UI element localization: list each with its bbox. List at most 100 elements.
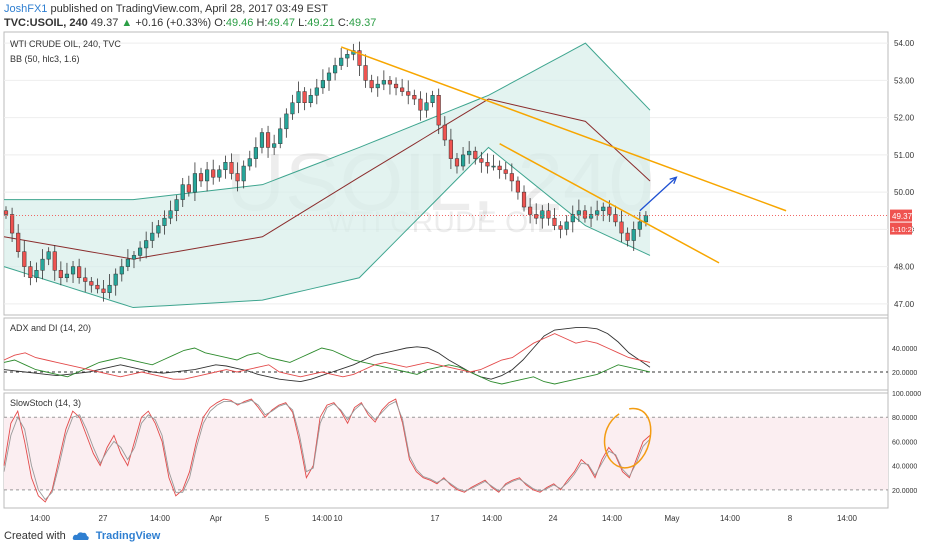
candle-body: [174, 199, 179, 211]
candle-body: [406, 91, 411, 96]
candle-body: [320, 80, 325, 89]
panel-frame-2: [3, 317, 889, 391]
high-label: H:: [256, 17, 268, 29]
time-tick-label: 24: [549, 514, 558, 523]
candle-body: [278, 128, 283, 144]
candle-body: [46, 251, 51, 260]
candle-body: [137, 247, 143, 256]
candle-body: [564, 221, 569, 230]
candle-body: [643, 215, 648, 223]
candle-body: [34, 270, 39, 279]
time-tick-label: 17: [431, 514, 440, 523]
candle-body: [473, 150, 478, 159]
time-tick-label: 14:00: [30, 514, 51, 523]
indicator-title-2: SlowStoch (14, 3): [10, 398, 81, 408]
candle-body: [515, 180, 521, 193]
adx-series-minus_di: [3, 333, 651, 380]
price-tick-label: 47.00: [894, 300, 915, 309]
candle-body: [150, 232, 155, 241]
trendline: [340, 46, 787, 212]
time-tick-label: 14:00: [312, 514, 333, 523]
candle-body: [314, 87, 319, 96]
candle-body: [521, 191, 527, 208]
candle-body: [229, 162, 234, 174]
candle-body: [83, 277, 88, 282]
candle-body: [387, 80, 393, 85]
trendline: [499, 143, 720, 264]
candle-body: [95, 284, 100, 290]
candle-body: [22, 251, 27, 267]
candle-body: [186, 184, 191, 193]
time-tick-label: 10: [334, 514, 343, 523]
candle-body: [339, 57, 344, 66]
candle-body: [503, 169, 508, 174]
close-label: C:: [337, 17, 349, 29]
candle-body: [534, 214, 539, 219]
author-link[interactable]: JoshFX1: [4, 3, 48, 15]
tradingview-brand[interactable]: TradingView: [95, 530, 161, 542]
candle-body: [253, 147, 258, 159]
candle-body: [601, 206, 606, 211]
candle-body: [497, 165, 502, 171]
symbol-line: TVC:USOIL, 240 49.37 ▲ +0.16 (+0.33%) O:…: [4, 17, 376, 29]
candle-body: [58, 270, 63, 279]
change-value: +0.16 (+0.33%): [135, 17, 212, 29]
candle-body: [460, 154, 466, 167]
time-tick-label: 14:00: [837, 514, 858, 523]
candle-body: [290, 102, 295, 115]
projection-arrow: [639, 176, 677, 212]
candle-body: [345, 54, 350, 59]
high-value: 49.47: [267, 17, 296, 29]
time-tick-label: 5: [265, 514, 270, 523]
candle-body: [113, 273, 118, 286]
candle-body: [272, 143, 277, 148]
candle-body: [223, 162, 228, 171]
candle-body: [284, 113, 289, 130]
time-tick-label: 14:00: [720, 514, 741, 523]
open-label: O:: [214, 17, 226, 29]
price-tick-label: 52.00: [894, 114, 915, 123]
candle-body: [52, 251, 57, 271]
indicator-tick-label: 40.0000: [892, 464, 917, 471]
candle-body: [381, 80, 386, 85]
time-tick-label: 27: [99, 514, 108, 523]
candle-body: [400, 87, 405, 92]
candle-body: [558, 225, 563, 230]
candle-body: [631, 229, 636, 241]
candle-body: [198, 173, 204, 182]
candle-body: [119, 266, 124, 275]
candle-body: [144, 240, 149, 249]
footer: Created with TradingView: [4, 530, 160, 542]
candle-body: [156, 225, 161, 234]
indicator-tick-label: 60.0000: [892, 439, 917, 446]
close-value: 49.37: [348, 17, 377, 29]
last-price-tag: [890, 209, 912, 222]
candle-body: [588, 214, 594, 219]
candle-body: [424, 102, 429, 111]
candle-body: [308, 95, 313, 104]
change-up-icon: ▲: [121, 17, 133, 29]
adx-series-plus_di: [3, 347, 651, 385]
time-tick-label: 14:00: [150, 514, 171, 523]
candle-body: [333, 65, 338, 74]
candle-body: [192, 173, 198, 193]
candle-body: [64, 273, 70, 279]
candle-body: [619, 221, 624, 234]
candle-body: [107, 284, 112, 293]
candle-body: [10, 214, 15, 234]
bb-upper-line: [4, 42, 651, 201]
candle-body: [479, 158, 484, 163]
candle-body: [595, 210, 600, 215]
candle-body: [393, 83, 399, 89]
candle-body: [442, 124, 447, 141]
candle-body: [430, 95, 435, 104]
open-value: 49.46: [225, 17, 254, 29]
candle-body: [296, 91, 301, 104]
time-tick-label: May: [664, 514, 679, 523]
candle-body: [418, 98, 423, 111]
published-text: published on TradingView.com, April 28, …: [50, 3, 328, 15]
candle-body: [570, 214, 575, 223]
candle-body: [125, 258, 130, 267]
bb-fill: [4, 43, 650, 308]
